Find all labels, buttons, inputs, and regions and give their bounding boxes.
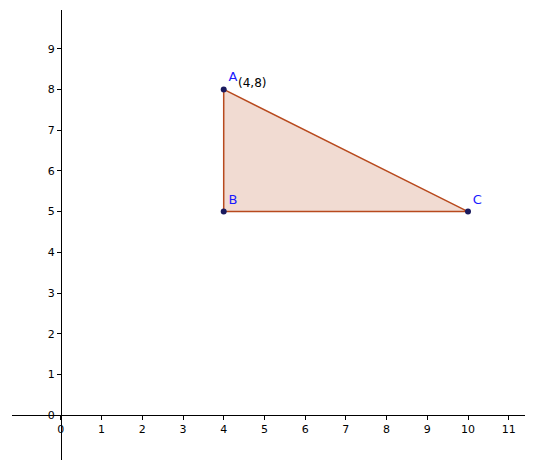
svg-text:2: 2	[48, 328, 55, 341]
svg-text:A: A	[228, 69, 237, 84]
svg-text:10: 10	[461, 423, 475, 436]
svg-text:11: 11	[502, 423, 516, 436]
svg-text:C: C	[473, 192, 482, 207]
svg-text:4: 4	[48, 246, 55, 259]
svg-text:9: 9	[48, 43, 55, 56]
svg-text:B: B	[228, 192, 237, 207]
svg-text:7: 7	[48, 124, 55, 137]
svg-text:9: 9	[424, 423, 431, 436]
svg-text:0: 0	[48, 409, 55, 422]
svg-text:1: 1	[48, 368, 55, 381]
svg-text:2: 2	[139, 423, 146, 436]
svg-text:8: 8	[383, 423, 390, 436]
svg-text:6: 6	[48, 165, 55, 178]
svg-text:3: 3	[180, 423, 187, 436]
svg-text:4: 4	[220, 423, 227, 436]
svg-text:0: 0	[57, 423, 64, 436]
svg-text:5: 5	[261, 423, 268, 436]
svg-text:7: 7	[342, 423, 349, 436]
svg-text:8: 8	[48, 83, 55, 96]
svg-text:6: 6	[302, 423, 309, 436]
svg-text:1: 1	[98, 423, 105, 436]
svg-text:3: 3	[48, 287, 55, 300]
svg-text:5: 5	[48, 205, 55, 218]
svg-text:(4,8): (4,8)	[238, 76, 266, 90]
